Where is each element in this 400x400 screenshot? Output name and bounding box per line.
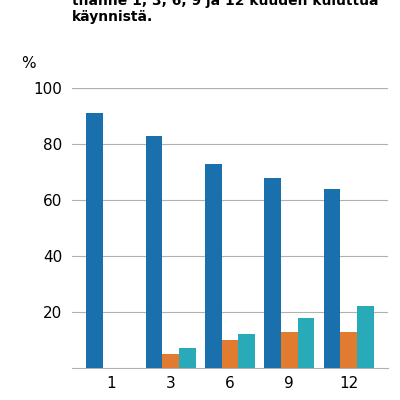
Bar — [324, 189, 340, 368]
Bar — [146, 136, 162, 368]
Bar — [298, 318, 314, 368]
Text: %: % — [22, 56, 36, 71]
Bar — [238, 334, 255, 368]
Text: thanne 1, 3, 6, 9 ja 12 kuuden kuluttua käynnistä.: thanne 1, 3, 6, 9 ja 12 kuuden kuluttua … — [72, 0, 378, 24]
Bar — [281, 332, 298, 368]
Bar — [264, 178, 281, 368]
Bar — [179, 348, 196, 368]
Bar — [86, 113, 103, 368]
Bar — [205, 164, 222, 368]
Bar — [340, 332, 357, 368]
Bar — [357, 306, 374, 368]
Bar — [222, 340, 238, 368]
Bar — [162, 354, 179, 368]
